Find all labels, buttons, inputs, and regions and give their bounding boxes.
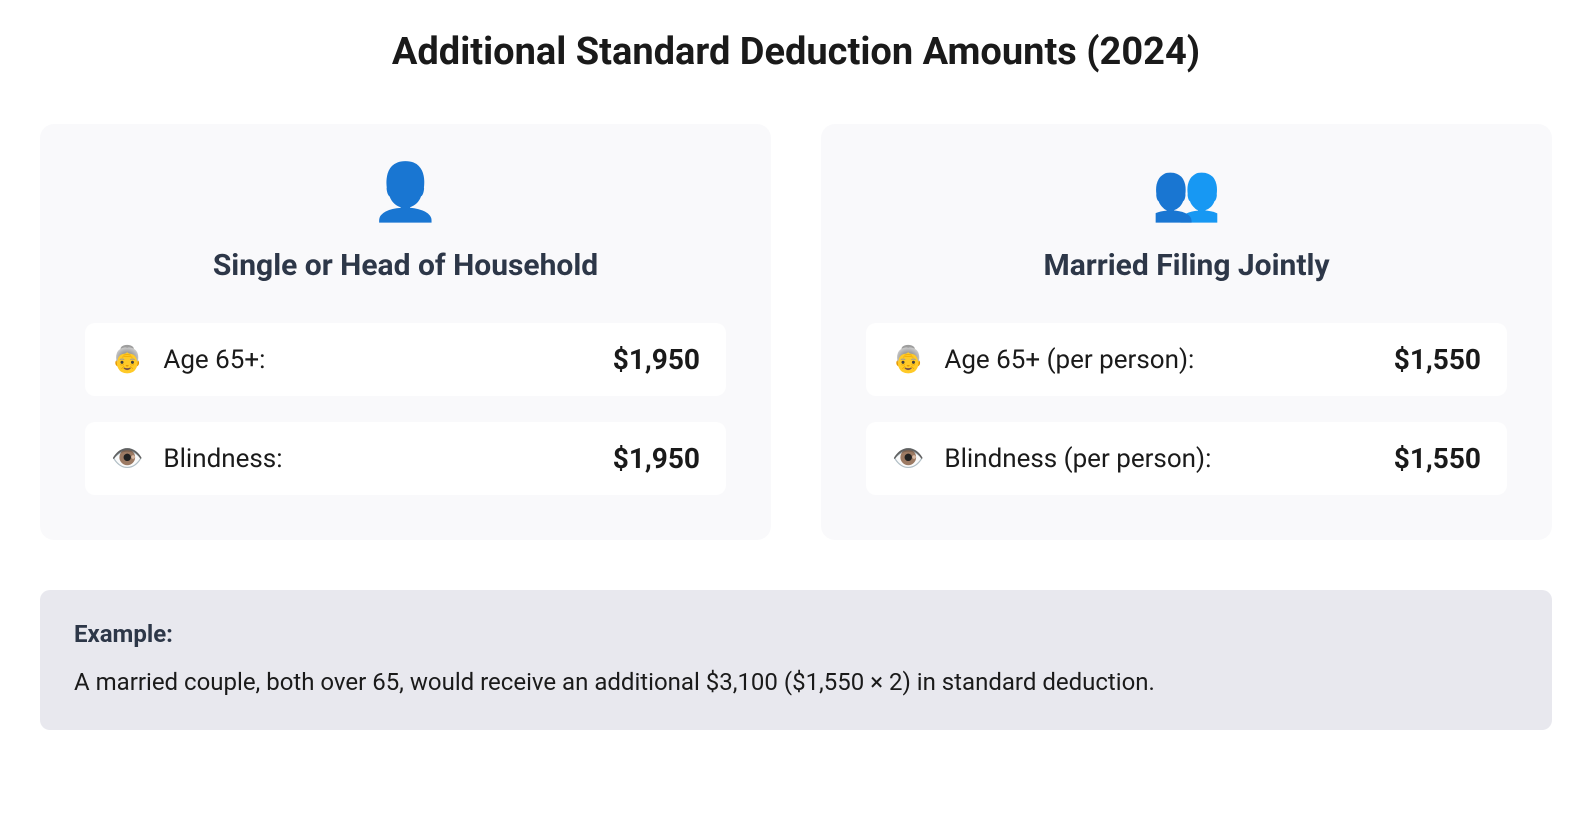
card-title-married: Married Filing Jointly <box>866 248 1507 283</box>
card-title-single: Single or Head of Household <box>85 248 726 283</box>
elderly-icon: 👵 <box>111 345 143 375</box>
eye-icon: 👁️ <box>111 444 143 474</box>
item-label: Blindness (per person): <box>944 444 1393 474</box>
single-person-icon: 👤 <box>85 164 726 220</box>
couple-icon: 👥 <box>866 164 1507 220</box>
item-row: 👁️ Blindness: $1,950 <box>85 422 726 495</box>
example-title: Example: <box>74 620 1518 648</box>
eye-icon: 👁️ <box>892 444 924 474</box>
cards-row: 👤 Single or Head of Household 👵 Age 65+:… <box>40 124 1552 540</box>
item-row: 👵 Age 65+: $1,950 <box>85 323 726 396</box>
example-box: Example: A married couple, both over 65,… <box>40 590 1552 730</box>
item-row: 👁️ Blindness (per person): $1,550 <box>866 422 1507 495</box>
item-value: $1,950 <box>613 343 700 376</box>
page-title: Additional Standard Deduction Amounts (2… <box>40 30 1552 74</box>
item-label: Blindness: <box>163 444 612 474</box>
item-label: Age 65+ (per person): <box>944 345 1393 375</box>
item-value: $1,950 <box>613 442 700 475</box>
item-row: 👵 Age 65+ (per person): $1,550 <box>866 323 1507 396</box>
item-value: $1,550 <box>1394 442 1481 475</box>
item-label: Age 65+: <box>163 345 612 375</box>
card-married: 👥 Married Filing Jointly 👵 Age 65+ (per … <box>821 124 1552 540</box>
item-value: $1,550 <box>1394 343 1481 376</box>
elderly-icon: 👵 <box>892 345 924 375</box>
card-single: 👤 Single or Head of Household 👵 Age 65+:… <box>40 124 771 540</box>
example-text: A married couple, both over 65, would re… <box>74 664 1518 700</box>
